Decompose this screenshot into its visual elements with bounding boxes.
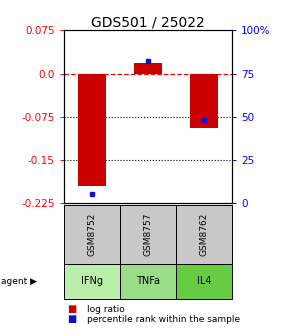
Text: GSM8752: GSM8752: [87, 213, 96, 256]
Text: ■: ■: [67, 304, 76, 314]
Text: TNFa: TNFa: [136, 277, 160, 286]
Text: log ratio: log ratio: [87, 305, 125, 313]
Text: GSM8762: GSM8762: [200, 213, 209, 256]
Text: GSM8757: GSM8757: [143, 213, 153, 256]
Bar: [134, 63, 162, 74]
Text: agent ▶: agent ▶: [1, 277, 37, 286]
Bar: [78, 74, 106, 186]
Text: ■: ■: [67, 314, 76, 324]
Title: GDS501 / 25022: GDS501 / 25022: [91, 15, 205, 29]
Bar: [190, 74, 218, 128]
Text: IFNg: IFNg: [81, 277, 103, 286]
Text: percentile rank within the sample: percentile rank within the sample: [87, 315, 240, 324]
Text: IL4: IL4: [197, 277, 211, 286]
